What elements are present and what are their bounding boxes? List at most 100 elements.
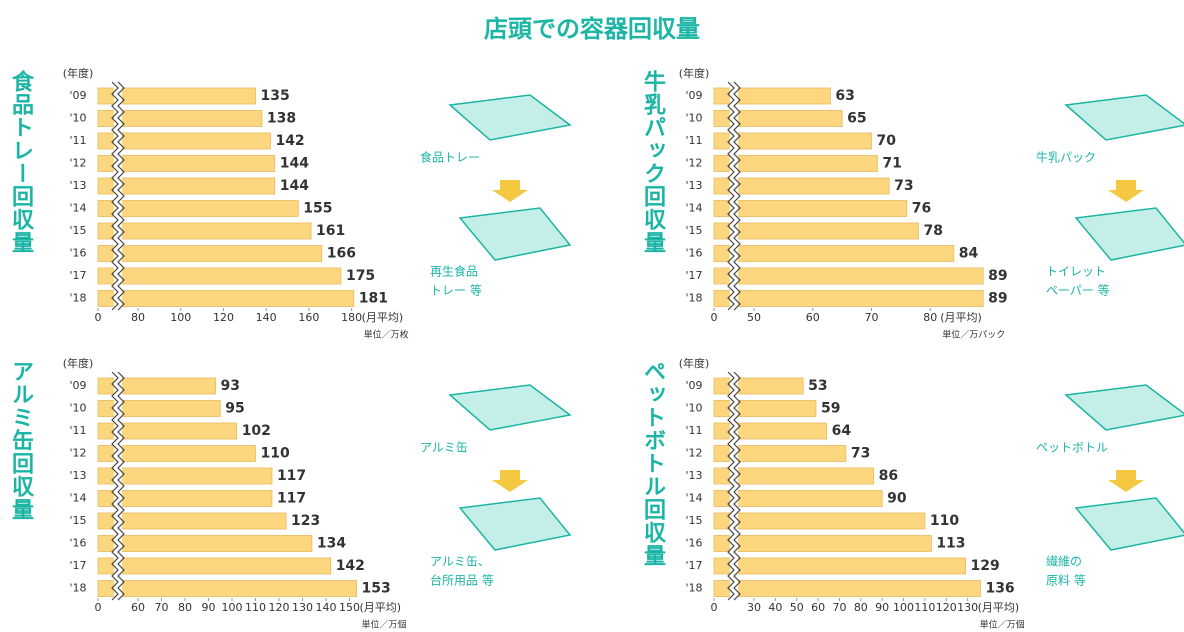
annotation-to: ペーパー 等 (1046, 284, 1110, 298)
y-tick-label: '17 (69, 559, 86, 572)
value-label: 117 (277, 468, 306, 484)
y-tick-label: '11 (685, 134, 702, 147)
value-label: 76 (912, 201, 931, 217)
x-tick-label: 80 (131, 311, 145, 324)
bar (714, 291, 983, 307)
bar (714, 558, 966, 574)
x-tick-label: 0 (711, 311, 718, 324)
y-tick-label: '16 (685, 247, 702, 260)
x-tick-label: 130 (292, 601, 313, 614)
illustration (460, 498, 570, 550)
annotation-to: 台所用品 等 (430, 573, 494, 588)
x-tick-label: 150 (339, 601, 360, 614)
illustration (450, 95, 570, 140)
annotation-from: 食品トレー (420, 150, 480, 165)
x-tick-label: 0 (95, 311, 102, 324)
x-tick-label: 50 (747, 311, 761, 324)
category-axis-label: (年度) (63, 66, 94, 80)
bar (98, 513, 286, 529)
illustration (1076, 208, 1184, 260)
page-title: 店頭での容器回収量 (484, 15, 700, 43)
bar (714, 513, 925, 529)
x-tick-label: 70 (865, 311, 879, 324)
value-label: 93 (221, 378, 240, 394)
y-tick-label: '10 (69, 112, 86, 125)
illustration (1076, 498, 1184, 550)
chart-title: 食品トレー回収量 (8, 69, 34, 254)
bar (714, 246, 954, 262)
y-tick-label: '18 (685, 292, 702, 305)
x-tick-label: 70 (155, 601, 169, 614)
bar (98, 156, 275, 172)
y-tick-label: '09 (69, 89, 86, 102)
value-label: 135 (261, 88, 290, 104)
illustration (1066, 95, 1184, 140)
value-label: 142 (275, 133, 304, 149)
y-tick-label: '10 (685, 402, 702, 415)
y-tick-label: '14 (685, 492, 702, 505)
bar (98, 581, 357, 597)
annotation-to: アルミ缶、 (430, 555, 490, 569)
y-tick-label: '13 (685, 179, 702, 192)
x-tick-label: 60 (811, 601, 825, 614)
value-label: 63 (835, 88, 854, 104)
value-label: 166 (327, 246, 356, 262)
x-tick-label: 80 (854, 601, 868, 614)
value-label: 89 (988, 268, 1007, 284)
value-label: 113 (936, 536, 965, 552)
y-tick-label: '17 (685, 559, 702, 572)
y-tick-label: '13 (685, 469, 702, 482)
value-label: 153 (362, 581, 391, 597)
bar (714, 268, 983, 284)
x-tick-label: 40 (768, 601, 782, 614)
value-label: 84 (959, 246, 979, 262)
y-tick-label: '15 (69, 224, 86, 237)
value-label: 70 (877, 133, 897, 149)
x-tick-label: 80 (923, 311, 937, 324)
x-tick-label: 130 (957, 601, 978, 614)
value-label: 89 (988, 291, 1007, 307)
category-axis-label: (年度) (679, 356, 710, 370)
bar (714, 223, 919, 239)
x-tick-label: 60 (131, 601, 145, 614)
y-tick-label: '09 (685, 89, 702, 102)
x-axis-note: (月平均) (362, 311, 404, 324)
value-label: 110 (261, 446, 290, 462)
x-tick-label: 30 (747, 601, 761, 614)
value-label: 73 (851, 446, 870, 462)
x-tick-label: 0 (711, 601, 718, 614)
y-tick-label: '14 (685, 202, 702, 215)
value-label: 59 (821, 401, 840, 417)
y-tick-label: '14 (69, 202, 86, 215)
value-label: 73 (894, 178, 913, 194)
y-tick-label: '11 (685, 424, 702, 437)
y-tick-label: '17 (69, 269, 86, 282)
value-label: 136 (985, 581, 1014, 597)
x-tick-label: 180 (341, 311, 362, 324)
value-label: 64 (832, 423, 852, 439)
bar (98, 268, 341, 284)
y-tick-label: '16 (69, 537, 86, 550)
unit-label: 単位／万個 (980, 619, 1025, 631)
annotation-from: ペットボトル (1036, 441, 1108, 455)
y-tick-label: '14 (69, 492, 86, 505)
unit-label: 単位／万パック (942, 329, 1005, 341)
y-tick-label: '11 (69, 134, 86, 147)
value-label: 90 (887, 491, 907, 507)
x-tick-label: 100 (222, 601, 243, 614)
category-axis-label: (年度) (63, 356, 94, 370)
x-tick-label: 70 (832, 601, 846, 614)
y-tick-label: '13 (69, 469, 86, 482)
value-label: 142 (336, 558, 365, 574)
value-label: 71 (882, 156, 901, 172)
x-tick-label: 160 (298, 311, 319, 324)
x-tick-label: 100 (170, 311, 191, 324)
y-tick-label: '15 (69, 514, 86, 527)
value-label: 117 (277, 491, 306, 507)
x-axis-note: (月平均) (360, 601, 402, 614)
x-tick-label: 50 (790, 601, 804, 614)
y-tick-label: '12 (685, 157, 702, 170)
y-tick-label: '16 (69, 247, 86, 260)
bar (714, 581, 980, 597)
bar (714, 536, 931, 552)
